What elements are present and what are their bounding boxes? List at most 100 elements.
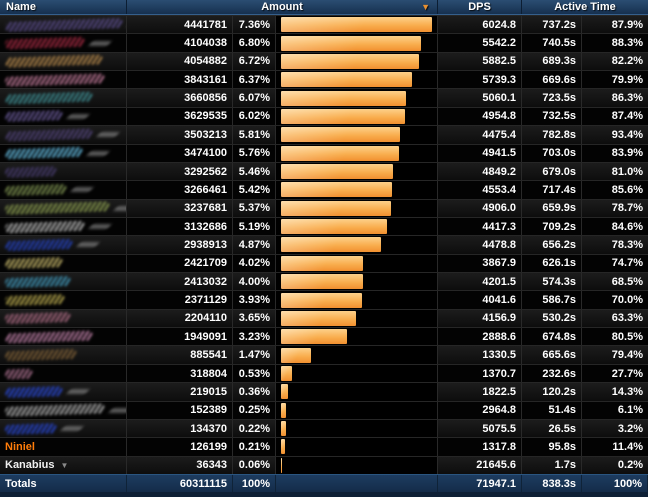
table-row[interactable]: 3132686 5.19% 4417.3 709.2s 84.6% xyxy=(0,216,648,236)
amount-cell: 4104038 xyxy=(127,34,233,52)
amount-percent-cell: 3.65% xyxy=(233,309,276,328)
player-name[interactable]: Kanabius xyxy=(5,459,55,472)
totals-active-percent: 100% xyxy=(582,475,648,492)
active-time-cell: 659.9s xyxy=(522,199,582,217)
amount-bar xyxy=(281,200,392,216)
table-row[interactable]: 2371129 3.93% 4041.6 586.7s 70.0% xyxy=(0,290,648,309)
table-row[interactable]: 3629535 6.02% 4954.8 732.5s 87.4% xyxy=(0,106,648,126)
table-row[interactable]: 134370 0.22% 5075.5 26.5s 3.2% xyxy=(0,418,648,438)
bar-cell xyxy=(276,71,438,89)
active-time-cell: 574.3s xyxy=(522,273,582,291)
table-row[interactable]: 2421709 4.02% 3867.9 626.1s 74.7% xyxy=(0,253,648,273)
table-body: 4441781 7.36% 6024.8 737.2s 87.9% 410403… xyxy=(0,15,648,474)
name-cell xyxy=(0,16,127,34)
dps-cell: 4906.0 xyxy=(438,199,522,217)
sort-descending-icon[interactable]: ▼ xyxy=(421,2,430,12)
censored-player-name xyxy=(4,183,68,196)
dps-cell: 5882.5 xyxy=(438,52,522,71)
active-percent-cell: 88.3% xyxy=(611,37,643,50)
dps-cell: 4041.6 xyxy=(438,291,522,309)
amount-percent-cell: 6.37% xyxy=(233,71,276,89)
amount-percent-cell: 5.81% xyxy=(233,126,276,144)
table-row[interactable]: 3474100 5.76% 4941.5 703.0s 83.9% xyxy=(0,143,648,162)
bar-cell xyxy=(276,419,438,438)
amount-cell: 3629535 xyxy=(127,107,233,126)
table-row[interactable]: 3843161 6.37% 5739.3 669.6s 79.9% xyxy=(0,70,648,89)
active-percent-cell: 80.5% xyxy=(611,330,643,343)
name-cell xyxy=(0,144,127,162)
column-header-dps[interactable]: DPS xyxy=(438,0,522,14)
amount-percent-cell: 6.72% xyxy=(233,52,276,71)
table-row[interactable]: 2204110 3.65% 4156.9 530.2s 63.3% xyxy=(0,308,648,328)
censored-player-name xyxy=(4,385,64,398)
censored-player-name xyxy=(4,368,34,379)
active-percent-cell: 6.1% xyxy=(617,404,643,417)
censored-player-name xyxy=(4,73,106,87)
amount-cell: 4441781 xyxy=(127,16,233,34)
dps-cell: 1317.8 xyxy=(438,438,522,456)
table-row[interactable]: 219015 0.36% 1822.5 120.2s 14.3% xyxy=(0,382,648,401)
amount-percent-cell: 0.06% xyxy=(233,456,276,474)
dps-cell: 4417.3 xyxy=(438,217,522,236)
active-time-cell: 709.2s xyxy=(522,217,582,236)
player-name[interactable]: Niniel xyxy=(5,440,35,453)
table-row[interactable]: 4054882 6.72% 5882.5 689.3s 82.2% xyxy=(0,51,648,71)
table-row[interactable]: 3660856 6.07% 5060.1 723.5s 86.3% xyxy=(0,88,648,107)
active-percent-cell: 68.5% xyxy=(611,275,643,288)
amount-bar xyxy=(281,164,394,180)
column-header-amount[interactable]: Amount ▼ xyxy=(127,0,438,14)
censored-player-name xyxy=(4,257,64,270)
active-time-cell: 782.8s xyxy=(522,126,582,144)
name-cell xyxy=(0,89,127,107)
table-row[interactable]: Kanabius ▼ 36343 0.06% 21645.6 1.7s 0.2% xyxy=(0,455,648,474)
censored-player-name xyxy=(4,403,106,417)
bar-cell xyxy=(276,181,438,199)
dps-cell: 5542.2 xyxy=(438,34,522,52)
name-cell xyxy=(0,364,127,383)
table-row[interactable]: 3266461 5.42% 4553.4 717.4s 85.6% xyxy=(0,180,648,199)
censor-smudge xyxy=(88,224,112,230)
amount-cell: 3474100 xyxy=(127,144,233,162)
table-row[interactable]: 318804 0.53% 1370.7 232.6s 27.7% xyxy=(0,363,648,383)
table-row[interactable]: 885541 1.47% 1330.5 665.6s 79.4% xyxy=(0,345,648,364)
active-percent-cell: 11.4% xyxy=(612,440,643,453)
bar-cell xyxy=(276,199,438,217)
name-cell xyxy=(0,291,127,309)
table-row[interactable]: 3237681 5.37% 4906.0 659.9s 78.7% xyxy=(0,198,648,217)
amount-cell: 3503213 xyxy=(127,126,233,144)
bar-cell xyxy=(276,456,438,474)
censor-smudge xyxy=(88,40,112,46)
active-time-cell: 679.0s xyxy=(522,162,582,181)
bar-cell xyxy=(276,236,438,254)
censored-player-name xyxy=(4,275,72,288)
active-percent-cell: 82.2% xyxy=(611,55,643,68)
bar-cell xyxy=(276,309,438,328)
amount-percent-cell: 6.07% xyxy=(233,89,276,107)
table-row[interactable]: 4441781 7.36% 6024.8 737.2s 87.9% xyxy=(0,15,648,34)
amount-bar xyxy=(281,366,292,381)
column-header-active-time[interactable]: Active Time xyxy=(554,1,616,13)
table-row[interactable]: 3503213 5.81% 4475.4 782.8s 93.4% xyxy=(0,125,648,144)
bar-cell xyxy=(276,144,438,162)
active-percent-cell: 86.3% xyxy=(611,92,643,105)
column-header-name[interactable]: Name xyxy=(0,0,127,14)
amount-bar xyxy=(281,457,283,473)
table-row[interactable]: 3292562 5.46% 4849.2 679.0s 81.0% xyxy=(0,161,648,181)
table-row[interactable]: 152389 0.25% 2964.8 51.4s 6.1% xyxy=(0,400,648,419)
dps-cell: 1330.5 xyxy=(438,346,522,364)
bar-cell xyxy=(276,254,438,273)
amount-bar xyxy=(281,108,405,124)
table-row[interactable]: Niniel 126199 0.21% 1317.8 95.8s 11.4% xyxy=(0,437,648,456)
table-row[interactable]: 2413032 4.00% 4201.5 574.3s 68.5% xyxy=(0,272,648,291)
player-dropdown-icon[interactable]: ▼ xyxy=(60,460,69,470)
active-time-cell: 737.2s xyxy=(522,16,582,34)
amount-cell: 134370 xyxy=(127,419,233,438)
censor-smudge xyxy=(76,242,100,248)
table-row[interactable]: 1949091 3.23% 2888.6 674.8s 80.5% xyxy=(0,327,648,346)
table-row[interactable]: 4104038 6.80% 5542.2 740.5s 88.3% xyxy=(0,33,648,52)
table-row[interactable]: 2938913 4.87% 4478.8 656.2s 78.3% xyxy=(0,235,648,254)
name-cell xyxy=(0,401,127,419)
amount-percent-cell: 0.53% xyxy=(233,364,276,383)
dps-cell: 1370.7 xyxy=(438,364,522,383)
bar-cell xyxy=(276,328,438,346)
